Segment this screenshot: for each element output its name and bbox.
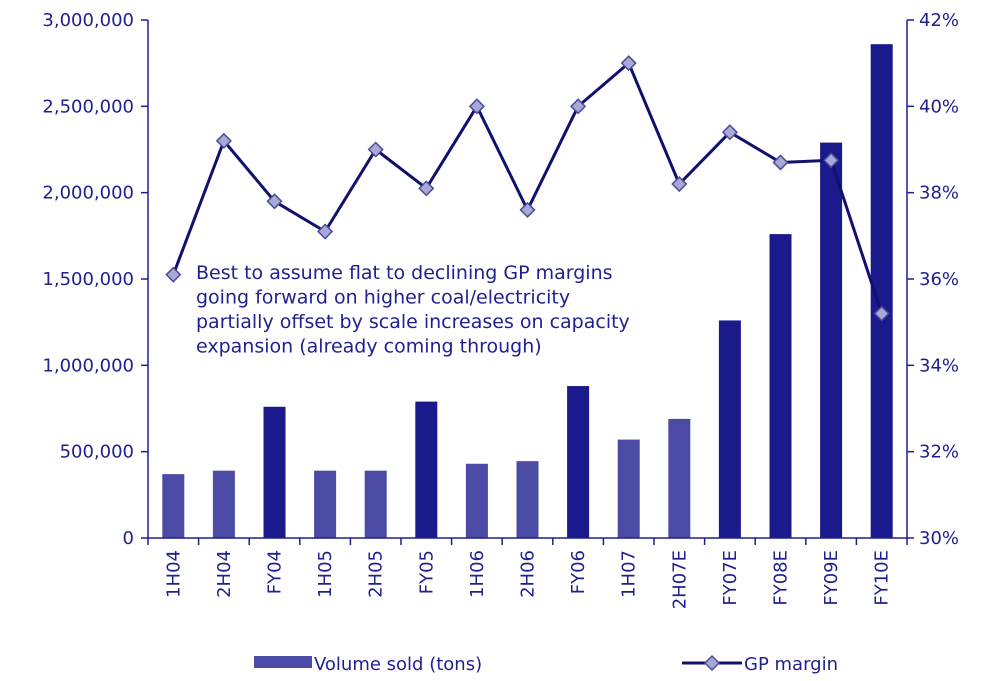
left-tick-label: 0 xyxy=(123,528,134,549)
bar-fy06 xyxy=(567,386,590,538)
bar-fy07e xyxy=(718,320,741,538)
bar-fy09e xyxy=(820,142,843,539)
gp-margin-point xyxy=(620,55,637,72)
left-tick-label: 1,000,000 xyxy=(42,355,134,376)
left-tick-label: 3,000,000 xyxy=(42,10,134,31)
x-category-label: FY06 xyxy=(568,550,589,594)
x-category-label: 2H07E xyxy=(669,550,690,609)
x-category-label: 2H06 xyxy=(518,550,539,598)
right-tick-label: 32% xyxy=(919,442,959,463)
gp-margin-point xyxy=(266,193,283,210)
annotation-line: expansion (already coming through) xyxy=(196,336,542,358)
bar-1h05 xyxy=(314,470,337,538)
legend-label-gp-margin: GP margin xyxy=(744,654,838,675)
right-tick-label: 42% xyxy=(919,10,959,31)
annotation-line: going forward on higher coal/electricity xyxy=(196,287,570,309)
x-category-label: FY09E xyxy=(821,550,842,606)
x-category-label: 2H04 xyxy=(214,550,235,598)
bar-fy05 xyxy=(415,401,438,538)
right-tick-label: 40% xyxy=(919,96,959,117)
left-tick-label: 500,000 xyxy=(60,442,134,463)
gp-margin-point xyxy=(671,175,688,193)
gp-margin-point xyxy=(165,266,182,283)
gp-margin-point xyxy=(823,152,840,169)
x-category-label: FY10E xyxy=(872,550,893,606)
x-category-label: 1H06 xyxy=(467,550,488,598)
bar-fy04 xyxy=(263,406,286,538)
gp-margin-point xyxy=(721,124,738,141)
annotation: Best to assume flat to declining GP marg… xyxy=(196,262,630,358)
x-category-label: 1H04 xyxy=(163,550,184,598)
left-tick-label: 2,500,000 xyxy=(42,96,134,117)
annotation-line: Best to assume flat to declining GP marg… xyxy=(196,262,613,284)
legend-label-volume: Volume sold (tons) xyxy=(314,654,482,675)
bar-2h04 xyxy=(212,470,235,538)
x-category-label: 2H05 xyxy=(366,550,387,598)
bar-2h07e xyxy=(668,418,691,538)
left-tick-label: 2,000,000 xyxy=(42,183,134,204)
right-tick-label: 36% xyxy=(919,269,959,290)
bar-2h06 xyxy=(516,461,539,538)
x-category-label: FY08E xyxy=(771,550,792,606)
gp-margin-point xyxy=(215,132,232,149)
line-series-gp-margin xyxy=(165,55,890,322)
x-category-label: FY05 xyxy=(416,550,437,594)
legend-swatch-volume xyxy=(254,656,312,668)
left-tick-label: 1,500,000 xyxy=(42,269,134,290)
gp-margin-point xyxy=(317,223,334,240)
bar-1h07 xyxy=(617,439,640,538)
gp-margin-point xyxy=(873,305,890,322)
bar-2h05 xyxy=(364,470,387,538)
legend-marker-gp-margin xyxy=(703,654,721,672)
gp-margin-point xyxy=(570,98,587,115)
legend: Volume sold (tons) GP margin xyxy=(254,654,838,675)
gp-margin-point xyxy=(772,154,789,171)
x-category-label: 1H05 xyxy=(315,550,336,598)
gp-margin-point xyxy=(367,141,384,158)
right-tick-label: 34% xyxy=(919,355,959,376)
x-category-label: FY07E xyxy=(720,550,741,606)
x-category-label: 1H07 xyxy=(619,550,640,598)
annotation-line: partially offset by scale increases on c… xyxy=(196,311,630,333)
gp-margin-point xyxy=(418,180,435,197)
x-category-label: FY04 xyxy=(265,550,286,594)
right-tick-label: 38% xyxy=(919,183,959,204)
right-tick-label: 30% xyxy=(919,528,959,549)
gp-margin-point xyxy=(519,201,536,218)
bar-fy10e xyxy=(870,44,893,538)
bar-1h06 xyxy=(465,463,488,538)
bar-1h04 xyxy=(162,474,185,538)
bar-series-volume xyxy=(162,44,893,539)
bar-fy08e xyxy=(769,234,792,538)
gp-margin-point xyxy=(468,98,485,115)
axes: 0 500,000 1,000,000 1,500,000 2,000,000 2,500… xyxy=(42,10,959,609)
